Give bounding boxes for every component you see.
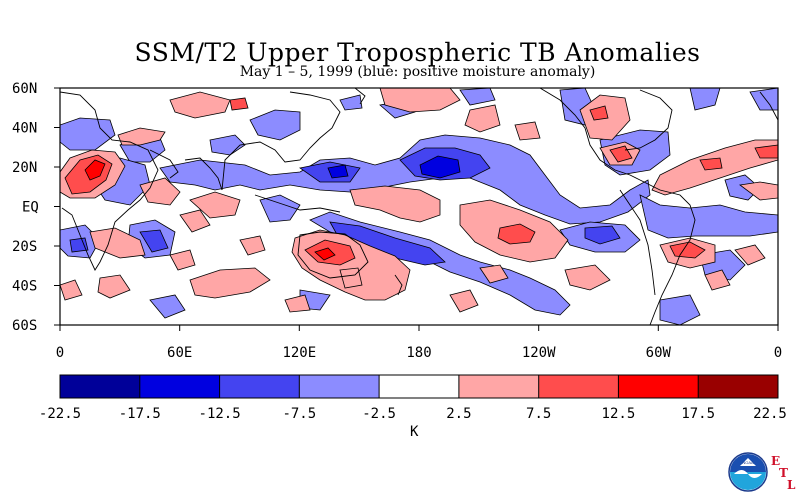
legend-swatch	[618, 375, 699, 398]
legend-tick: 17.5	[681, 406, 715, 422]
legend-tick: 12.5	[602, 406, 636, 422]
lon-label: 60W	[646, 345, 672, 361]
lat-label: 40S	[12, 279, 37, 295]
legend-ticks: -22.5 -17.5 -12.5 -7.5 -2.5 2.5 7.5 12.5…	[39, 406, 787, 422]
lon-label: 0	[56, 345, 64, 361]
lon-label: 120E	[282, 345, 316, 361]
lat-label: EQ	[22, 200, 39, 216]
lat-label: 20N	[12, 160, 37, 176]
legend-tick: -17.5	[119, 406, 161, 422]
legend-swatch	[698, 375, 778, 398]
map-title: SSM/T2 Upper Tropospheric TB Anomalies	[134, 38, 701, 67]
legend-tick: -2.5	[362, 406, 396, 422]
moist-anomaly-strong	[327, 155, 461, 179]
lon-labels: 0 60E 120E 180 120W 60W 0	[56, 345, 782, 361]
color-legend	[59, 374, 779, 399]
legend-tick: -7.5	[282, 406, 316, 422]
legend-tick: -12.5	[199, 406, 241, 422]
logo-letter-t: T	[779, 466, 788, 480]
legend-swatch	[219, 375, 300, 398]
logo-letter-l: L	[787, 478, 796, 492]
lon-label: 180	[406, 345, 431, 361]
logo-text: NOAA	[742, 460, 754, 465]
tick-marks	[54, 87, 779, 331]
legend-tick: 7.5	[526, 406, 551, 422]
legend-swatch	[379, 375, 459, 398]
lon-label: 120W	[522, 345, 556, 361]
legend-swatch	[538, 375, 619, 398]
logo-letter-e: E	[771, 454, 781, 468]
legend-unit: K	[410, 424, 419, 440]
legend-swatch	[458, 375, 539, 398]
coastlines	[60, 88, 778, 325]
lat-label: 60S	[12, 318, 37, 334]
lat-label: 60N	[12, 81, 37, 97]
lon-label: 60E	[167, 345, 192, 361]
lon-label: 0	[774, 345, 782, 361]
noaa-logo-icon: NOAA	[728, 452, 768, 492]
map-subtitle: May 1 – 5, 1999 (blue: positive moisture…	[239, 64, 596, 80]
lat-label: 40N	[12, 121, 37, 137]
legend-tick: 2.5	[446, 406, 471, 422]
legend-tick: -22.5	[39, 406, 81, 422]
legend-swatch	[299, 375, 380, 398]
legend-swatch	[139, 375, 220, 398]
legend-frame	[59, 374, 779, 399]
legend-tick: 22.5	[753, 406, 787, 422]
dry-anomaly-strong	[84, 159, 336, 261]
lat-label: 20S	[12, 239, 37, 255]
legend-swatch	[60, 375, 140, 398]
lat-labels: 60N 40N 20N EQ 20S 40S 60S	[12, 81, 39, 334]
